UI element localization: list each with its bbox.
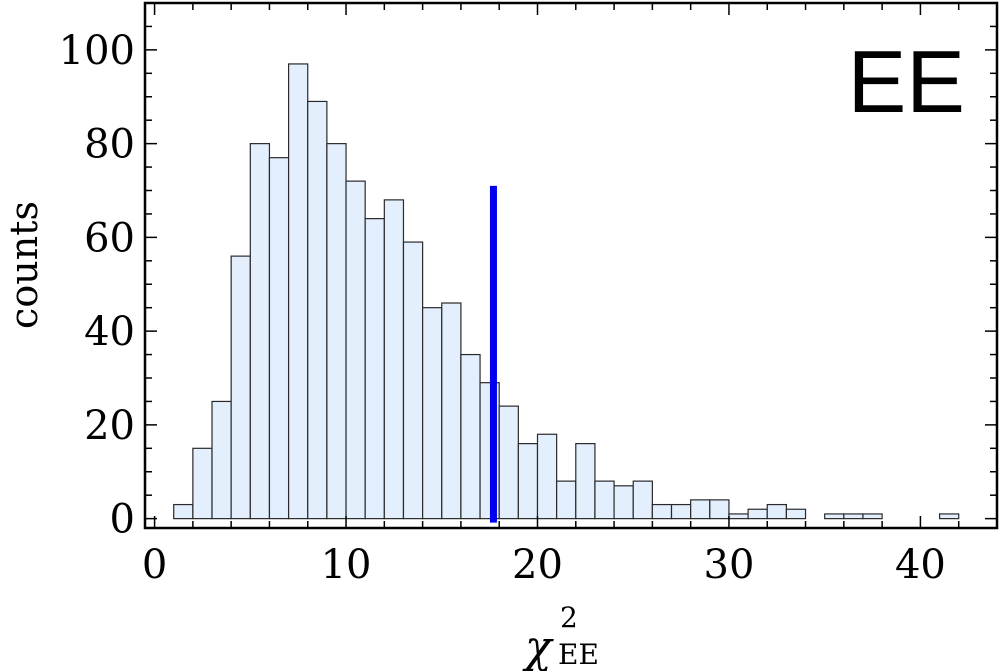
histogram-bar: [709, 499, 730, 520]
y-axis-title: counts: [2, 201, 46, 329]
x-axis-title-superscript: 2: [560, 601, 578, 634]
histogram-bar: [862, 513, 883, 520]
histogram-bar: [287, 63, 309, 520]
histogram-bar: [938, 513, 960, 520]
histogram-bars: [173, 63, 960, 520]
x-axis-title: χ: [522, 622, 554, 671]
histogram-bar: [230, 255, 251, 520]
histogram-bar: [843, 513, 864, 520]
y-tick-label: 40: [84, 309, 135, 355]
histogram-bar: [613, 485, 634, 520]
y-tick-label: 60: [84, 215, 135, 261]
histogram-bar: [670, 503, 692, 520]
y-tick-label: 80: [84, 122, 135, 168]
panel-label: EE: [848, 32, 965, 131]
histogram-bar: [383, 199, 405, 520]
plot-frame: [143, 1, 999, 530]
histogram-bar: [364, 218, 385, 520]
histogram-bar: [690, 499, 711, 520]
histogram-bar: [441, 302, 462, 520]
x-tick-label: 0: [142, 542, 167, 588]
histogram-bar: [536, 433, 558, 520]
x-tick-labels: 0 10 20 30 40: [142, 542, 946, 588]
histogram-bar: [594, 480, 615, 520]
histogram-bar: [747, 508, 768, 520]
axis-ticks: [145, 2, 998, 528]
y-tick-label: 100: [59, 28, 135, 74]
histogram-bar: [211, 400, 232, 520]
x-axis-title-subscript: EE: [558, 638, 599, 671]
histogram-bar: [632, 480, 653, 520]
histogram-bar: [460, 353, 481, 520]
x-tick-label: 20: [512, 542, 563, 588]
histogram-bar: [345, 180, 366, 520]
x-tick-label: 30: [704, 542, 755, 588]
y-tick-label: 0: [110, 497, 135, 543]
histogram-bar: [498, 405, 519, 520]
x-tick-label: 10: [321, 542, 372, 588]
histogram-bar: [326, 143, 347, 520]
histogram-bar: [728, 513, 749, 520]
y-tick-label: 20: [84, 403, 135, 449]
histogram-bar: [192, 447, 213, 520]
histogram-bar: [824, 513, 845, 520]
x-tick-label: 40: [895, 542, 946, 588]
histogram-bar: [575, 443, 596, 520]
histogram-bar: [766, 503, 787, 520]
histogram-bar: [556, 480, 577, 520]
histogram-bar: [307, 100, 328, 520]
histogram-bar: [651, 503, 673, 520]
histogram-bar: [402, 241, 424, 520]
y-tick-labels: 0 20 40 60 80 100: [59, 28, 135, 543]
histogram-bar: [422, 307, 443, 520]
histogram-bar: [517, 443, 539, 520]
histogram-bar: [785, 508, 807, 520]
histogram-bar: [249, 143, 271, 520]
histogram-bar: [268, 157, 290, 520]
histogram-bar: [173, 503, 194, 520]
